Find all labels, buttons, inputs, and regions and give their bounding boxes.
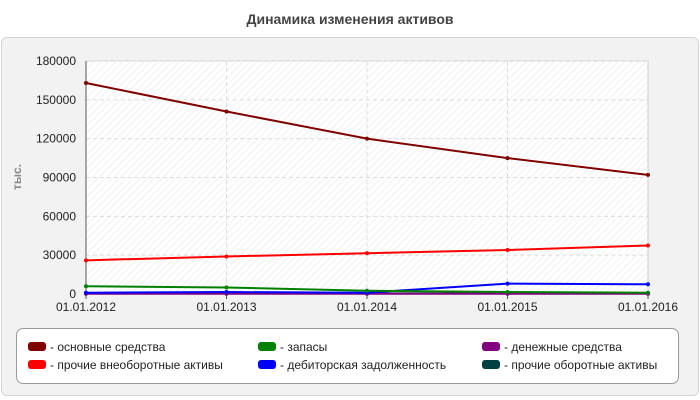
y-tick-label: 60000 [43, 209, 77, 223]
series-1-point [505, 247, 510, 252]
legend-item-0: - основные средства [28, 340, 165, 354]
y-tick-label: 0 [69, 287, 76, 301]
legend-label-0: - основные средства [50, 340, 166, 354]
series-3-point [646, 282, 650, 287]
series-0-point [84, 81, 88, 86]
x-tick-label: 01.01.2016 [618, 300, 678, 314]
y-tick-label: 180000 [36, 54, 76, 68]
x-tick-label: 01.01.2014 [337, 300, 397, 314]
legend-swatch-5 [482, 360, 500, 370]
legend-label-5: - прочие оборотные активы [504, 358, 658, 372]
series-2-point [646, 290, 650, 295]
legend-swatch-1 [28, 360, 46, 370]
series-2-point [505, 290, 510, 295]
legend-item-1: - прочие внеоборотные активы [28, 358, 223, 372]
series-1-point [365, 251, 369, 256]
legend-item-5: - прочие оборотные активы [482, 358, 657, 372]
series-0-point [224, 109, 229, 114]
series-0-point [365, 136, 369, 141]
legend-swatch-4 [482, 342, 500, 352]
series-1-point [84, 258, 88, 263]
series-3-point [224, 290, 229, 295]
legend-item-4: - денежные средства [482, 340, 622, 354]
legend: - основные средства - прочие внеоборотные… [16, 328, 679, 384]
legend-label-4: - денежные средства [504, 340, 622, 354]
series-1-point [224, 254, 229, 259]
legend-label-2: - запасы [280, 340, 328, 354]
legend-item-3: - дебиторская задолженность [258, 358, 446, 372]
legend-swatch-0 [28, 342, 46, 352]
legend-item-2: - запасы [258, 340, 327, 354]
series-1-point [646, 243, 650, 248]
x-tick-label: 01.01.2015 [477, 300, 537, 314]
y-tick-label: 120000 [36, 132, 76, 146]
y-axis-label: тыс. [10, 164, 24, 190]
x-tick-label: 01.01.2012 [56, 300, 116, 314]
y-tick-label: 150000 [36, 93, 76, 107]
series-0-point [505, 156, 510, 161]
series-0-point [646, 172, 650, 177]
chart-title: Динамика изменения активов [246, 11, 454, 27]
series-3-point [505, 281, 510, 286]
series-2-point [365, 288, 369, 293]
series-3-point [84, 290, 88, 295]
y-tick-label: 30000 [43, 248, 77, 262]
legend-swatch-3 [258, 360, 276, 370]
series-2-point [84, 284, 88, 289]
legend-label-3: - дебиторская задолженность [280, 358, 447, 372]
x-tick-label: 01.01.2013 [196, 300, 256, 314]
legend-swatch-2 [258, 342, 276, 352]
legend-label-1: - прочие внеоборотные активы [50, 358, 223, 372]
series-lines [84, 81, 650, 296]
series-2-point [224, 285, 229, 290]
y-tick-label: 90000 [43, 171, 77, 185]
